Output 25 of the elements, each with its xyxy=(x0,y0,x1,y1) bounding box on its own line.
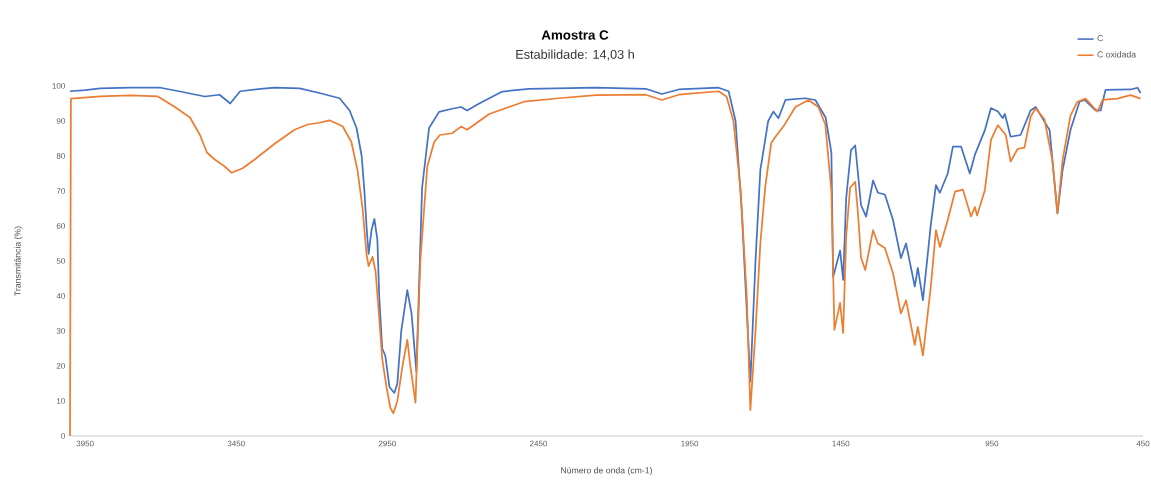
legend-label: C oxidada xyxy=(1097,51,1137,58)
x-tick-label: 2450 xyxy=(529,440,548,447)
y-tick-label: 40 xyxy=(56,293,65,299)
x-tick-label: 950 xyxy=(985,440,999,447)
chart-subtitle: Estabilidade: 14,03 h xyxy=(516,49,634,61)
x-tick-label: 2950 xyxy=(378,440,396,447)
x-tick-label: 1950 xyxy=(681,440,699,447)
legend-label: C xyxy=(1097,35,1103,42)
x-axis-title: Número de onda (cm-1) xyxy=(561,466,652,476)
x-tick-label: 450 xyxy=(1136,440,1150,447)
y-tick-label: 100 xyxy=(52,83,65,89)
chart-title: Amostra C xyxy=(541,30,609,40)
y-axis-title: Transmitância (%) xyxy=(14,226,23,296)
y-tick-label: 20 xyxy=(56,363,65,369)
y-tick-label: 70 xyxy=(56,188,65,194)
y-tick-label: 90 xyxy=(56,118,65,124)
x-tick-label: 3450 xyxy=(227,440,245,447)
y-tick-label: 0 xyxy=(61,433,65,439)
y-tick-label: 80 xyxy=(56,153,65,159)
x-tick-label: 1450 xyxy=(832,440,850,447)
y-tick-label: 30 xyxy=(56,328,65,334)
y-tick-label: 60 xyxy=(56,223,65,229)
x-tick-label: 3950 xyxy=(76,440,94,447)
y-tick-label: 50 xyxy=(56,258,65,264)
y-tick-label: 10 xyxy=(57,398,65,404)
